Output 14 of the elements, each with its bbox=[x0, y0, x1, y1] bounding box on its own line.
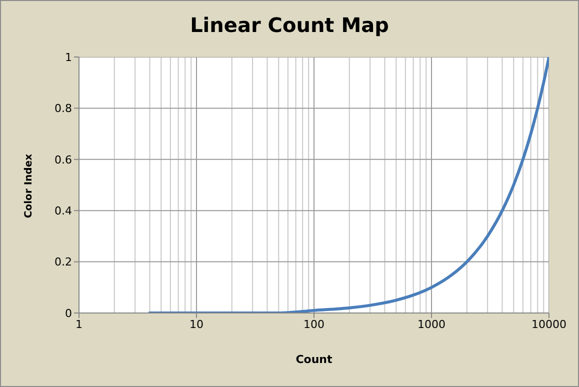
y-axis-title: Color Index bbox=[24, 154, 34, 218]
chart-title: Linear Count Map bbox=[189, 13, 390, 37]
y-tick-label: 0.6 bbox=[54, 153, 72, 166]
x-tick-label: 10000 bbox=[532, 318, 566, 331]
x-tick-label: 1000 bbox=[418, 318, 446, 331]
x-axis-title: Count bbox=[294, 353, 334, 366]
y-tick-label: 0.4 bbox=[54, 204, 72, 218]
x-tick-label: 1 bbox=[76, 318, 82, 331]
y-tick-label: 0.8 bbox=[54, 102, 72, 116]
y-tick-label: 0.2 bbox=[54, 256, 72, 269]
x-tick-label: 10 bbox=[190, 318, 204, 331]
y-tick-label: 1 bbox=[65, 50, 72, 64]
x-tick-label: 100 bbox=[304, 318, 324, 331]
y-tick-label: 0 bbox=[65, 306, 72, 320]
